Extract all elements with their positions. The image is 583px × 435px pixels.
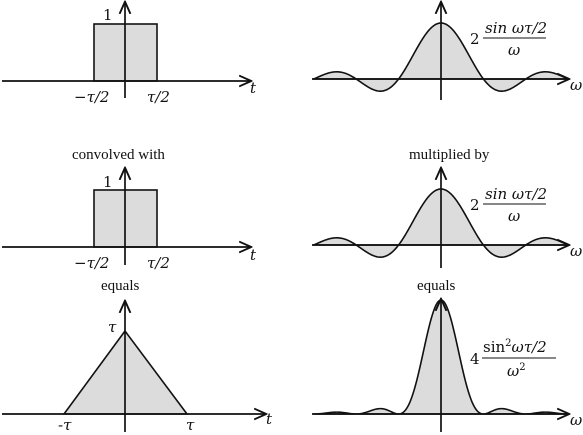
sinc-squared-curve [313, 299, 567, 415]
x-pos-label: τ/2 [147, 88, 170, 106]
axis-label-t: t [266, 410, 273, 428]
right-mid-plot: 2 sin ωτ/2 ω ω [312, 169, 582, 268]
denominator: ω2 [507, 362, 526, 380]
num-sin: sin [483, 338, 505, 356]
caption-convolved: convolved with [72, 147, 165, 163]
axis-label-w: ω [570, 242, 582, 260]
axis-label-t: t [250, 79, 257, 97]
height-label: 1 [103, 173, 113, 191]
coef-label: 2 [470, 196, 480, 214]
denominator: ω [508, 41, 520, 59]
num-rest: ωτ/2 [512, 338, 547, 356]
numerator: sin ωτ/2 [485, 19, 547, 37]
coef-label: 4 [470, 350, 480, 368]
height-label: 1 [103, 6, 113, 24]
axis-label-t: t [250, 246, 257, 264]
axis-label-w: ω [570, 76, 582, 94]
x-pos-label: τ/2 [147, 254, 170, 272]
den-sup: 2 [519, 362, 525, 373]
height-label: τ [108, 318, 117, 336]
left-bottom-plot: τ -τ τ t [2, 302, 273, 434]
right-top-plot: 2 sin ωτ/2 ω ω [312, 3, 582, 100]
caption-equals-left: equals [101, 278, 139, 294]
caption-multiplied: multiplied by [409, 147, 490, 163]
numerator: sin2ωτ/2 [483, 338, 547, 356]
x-neg-label: −τ/2 [74, 254, 109, 272]
right-bottom-plot: 4 sin2ωτ/2 ω2 ω [312, 300, 582, 432]
den-base: ω [507, 362, 519, 380]
axis-label-w: ω [570, 411, 582, 429]
left-mid-plot: 1 −τ/2 τ/2 t [2, 169, 257, 272]
x-neg-label: -τ [58, 416, 72, 434]
numerator: sin ωτ/2 [485, 185, 547, 203]
denominator: ω [508, 207, 520, 225]
x-pos-label: τ [186, 416, 195, 434]
caption-equals-right: equals [417, 278, 455, 294]
left-top-plot: 1 −τ/2 τ/2 t [2, 3, 257, 106]
num-sup: 2 [505, 338, 511, 349]
coef-label: 2 [470, 30, 480, 48]
x-neg-label: −τ/2 [74, 88, 109, 106]
